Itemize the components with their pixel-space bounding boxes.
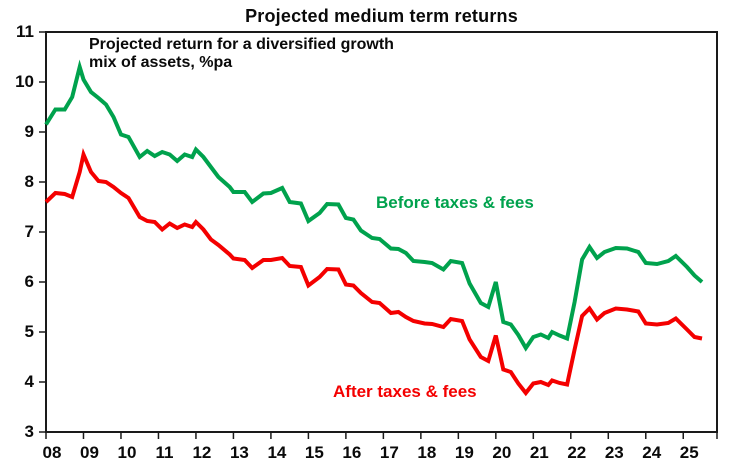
y-tick-label: 7 [24, 222, 34, 241]
legend-after-taxes-fees: After taxes & fees [333, 382, 477, 401]
x-tick-label: 21 [529, 443, 549, 462]
y-tick-label: 9 [24, 122, 34, 141]
x-tick-label: 22 [567, 443, 587, 462]
x-tick-label: 11 [155, 443, 174, 462]
x-tick-label: 08 [42, 443, 62, 462]
x-tick-label: 17 [379, 443, 399, 462]
x-tick-label: 10 [117, 443, 137, 462]
y-tick-label: 5 [24, 322, 34, 341]
y-tick-label: 6 [24, 272, 34, 291]
x-tick-label: 13 [229, 443, 249, 462]
y-tick-label: 3 [24, 422, 34, 441]
y-tick-label: 8 [24, 172, 34, 191]
legend-before-taxes-fees: Before taxes & fees [376, 193, 534, 212]
chart-annotation-line1: Projected return for a diversified growt… [89, 36, 394, 53]
x-tick-label: 19 [454, 443, 474, 462]
x-tick-label: 24 [642, 443, 662, 462]
x-tick-label: 15 [304, 443, 324, 462]
x-tick-label: 20 [492, 443, 512, 462]
series-before-taxes-fees-line [44, 59, 704, 352]
series-after-taxes-fees-line [44, 147, 703, 397]
y-tick-label: 10 [15, 72, 34, 91]
x-tick-label: 16 [342, 443, 362, 462]
chart-annotation: Projected return for a diversified growt… [89, 36, 394, 72]
y-tick-label: 4 [24, 372, 34, 391]
x-tick-label: 12 [192, 443, 212, 462]
chart-annotation-line2: mix of assets, %pa [89, 54, 233, 71]
y-tick-label: 11 [16, 22, 34, 41]
chart-title: Projected medium term returns [245, 6, 518, 26]
plot-frame [45, 31, 718, 433]
x-tick-label: 25 [679, 443, 699, 462]
x-tick-label: 09 [80, 443, 99, 462]
x-tick-label: 14 [267, 443, 287, 462]
x-tick-label: 23 [604, 443, 624, 462]
x-tick-label: 18 [417, 443, 437, 462]
